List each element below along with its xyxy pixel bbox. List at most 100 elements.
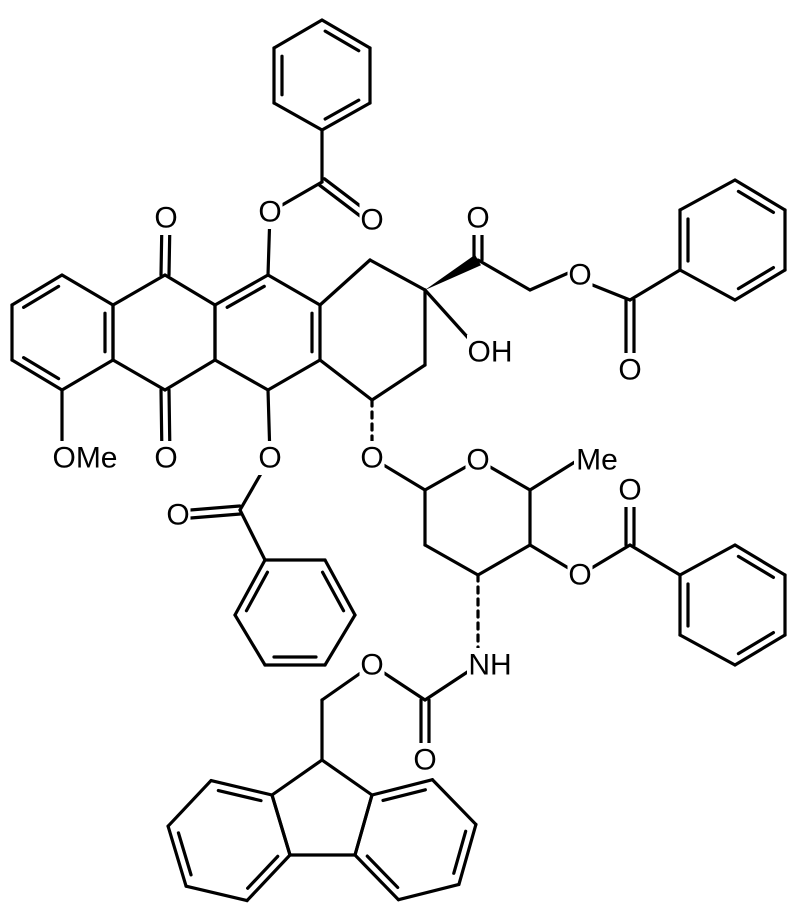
label-background [465,201,491,235]
bond [396,882,461,902]
label-background [359,203,385,237]
bond [163,358,217,392]
bond [423,288,472,342]
atom-label: O [568,259,591,292]
bond [266,358,322,392]
bond [365,854,400,890]
bond [353,793,374,857]
bond [244,570,270,613]
label-background [567,258,593,292]
bond [736,189,776,214]
atom-label: Me [576,444,618,477]
bond [266,273,322,307]
bond [476,543,532,577]
label-background [467,648,513,682]
label-background [153,441,179,475]
atom-label: O [413,744,436,777]
label-background [359,441,385,475]
atom-label: O [466,202,489,235]
bond [318,358,374,402]
bond [213,273,270,307]
bond [678,543,737,577]
atom-label: O [258,196,281,229]
wedge-bond [425,254,481,290]
bond [370,778,435,797]
bond [678,633,737,667]
bond [176,831,193,877]
bond [21,356,61,381]
label-background [617,473,643,507]
bond [736,554,776,579]
bond [270,793,292,857]
atom-label: O [360,204,383,237]
bond [370,363,427,402]
bond [163,273,217,307]
bond [10,358,64,392]
bond [270,758,324,797]
label-background [467,335,513,369]
bond [111,358,167,392]
atom-label: O [166,499,189,532]
label-background [412,743,438,777]
atom-label: O [360,442,383,475]
bond [733,633,787,667]
bond [209,778,274,797]
atom-label: O [154,202,177,235]
bond [320,758,374,797]
bond [111,273,167,307]
label-background [257,441,283,475]
bond [423,543,480,577]
bond [166,778,213,828]
label-background [257,195,283,229]
bond [452,829,468,875]
bond [21,284,61,309]
label-background [617,353,643,387]
atom-label: OMe [52,442,117,475]
bond [245,853,292,903]
atom-label: OH [468,336,513,369]
bond [528,458,580,492]
bond [246,854,280,890]
bond [353,853,401,902]
bond [476,258,532,292]
bond [323,558,357,617]
bond [733,268,787,302]
bond [381,788,427,803]
atom-label: O [360,649,383,682]
bonds [10,18,787,903]
atom-label: O [154,442,177,475]
bond [272,101,324,132]
bond [320,18,372,50]
bond [430,778,478,827]
atom-label: O [466,444,489,477]
bond [233,613,267,667]
bond [628,268,682,302]
label-background [165,498,191,532]
bond [320,101,372,132]
bond [678,178,737,212]
bond [368,258,427,292]
bond [233,558,267,617]
atom-label: O [618,474,641,507]
bond [323,613,357,667]
bond [10,273,64,307]
bond [60,358,115,392]
bond [457,822,478,887]
bond [678,268,737,302]
bond [320,570,346,613]
bond [272,18,324,50]
bond [166,824,188,888]
label-background [574,443,620,477]
bond [323,98,361,121]
bond [60,273,115,307]
atom-label: O [618,354,641,387]
atom-label: O [568,559,591,592]
bond [323,29,361,53]
atom-label: NH [468,649,511,682]
bond [628,543,682,577]
label-background [153,201,179,235]
bond [216,788,263,803]
bond [238,508,267,562]
